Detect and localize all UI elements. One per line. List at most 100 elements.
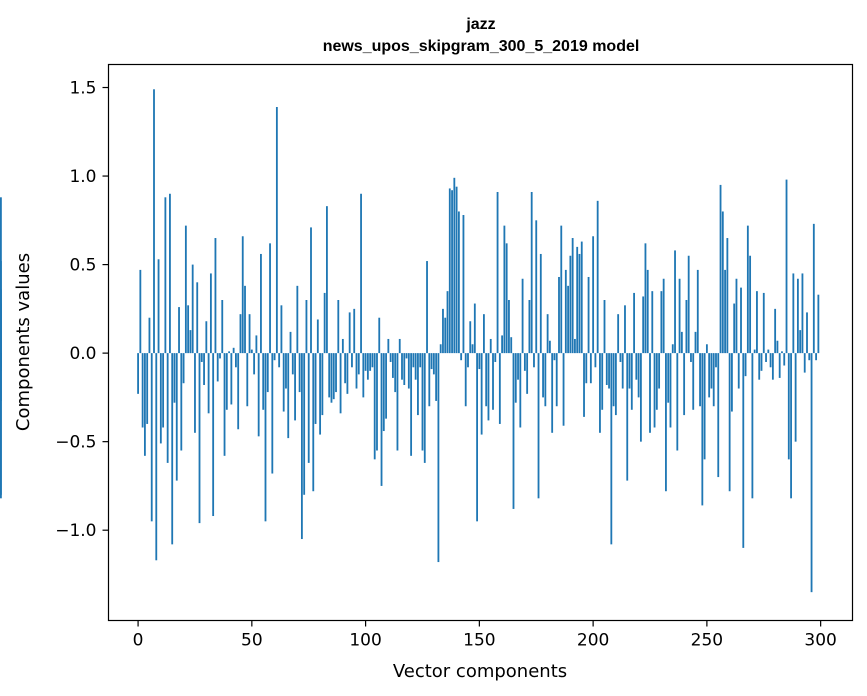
- y-axis-label: Components values: [13, 253, 34, 431]
- bar-280: [774, 308, 777, 354]
- bar-242: [687, 255, 690, 354]
- bar-40: [228, 351, 230, 354]
- bar-35: [216, 353, 219, 382]
- bar-58: [269, 243, 271, 354]
- bar-152: [483, 314, 485, 354]
- bar-137: [448, 188, 451, 354]
- bar-101: [366, 353, 369, 380]
- bar-113: [394, 353, 397, 393]
- bar-124: [419, 353, 422, 368]
- bar-42: [232, 347, 235, 354]
- bar-73: [303, 353, 306, 495]
- bar-132: [437, 353, 440, 563]
- bar-199: [589, 353, 592, 384]
- bar-7: [153, 89, 155, 354]
- bar-86: [332, 353, 335, 400]
- x-tick-label: 300: [804, 631, 836, 651]
- bar-59: [271, 353, 274, 474]
- bar-208: [610, 353, 613, 545]
- bar-79: [316, 319, 319, 354]
- bar-129: [430, 353, 433, 370]
- bar-81: [321, 353, 324, 416]
- bar-77: [312, 353, 315, 492]
- bar-287: [790, 353, 792, 499]
- bar-295: [808, 353, 811, 361]
- bar-16: [173, 353, 176, 403]
- bar-269: [749, 255, 752, 354]
- bar-146: [469, 321, 472, 354]
- bar-140: [455, 186, 458, 354]
- bar-163: [508, 300, 510, 354]
- bar-63: [280, 305, 283, 354]
- bar-219: [635, 353, 638, 380]
- bar-1: [139, 269, 142, 354]
- bar-164: [510, 337, 513, 354]
- bar-34: [214, 238, 217, 354]
- bar-190: [569, 255, 572, 354]
- y-tick-label: 0.0: [69, 344, 96, 364]
- bar-8: [155, 353, 158, 561]
- bar-187: [562, 353, 565, 426]
- bar-156: [492, 353, 494, 410]
- bar-109: [385, 353, 387, 419]
- bar-139: [453, 177, 456, 354]
- bar-251: [708, 353, 711, 398]
- bar-215: [626, 353, 629, 481]
- bar-279: [771, 353, 774, 380]
- bar-128: [428, 353, 431, 407]
- bar-82: [323, 292, 326, 354]
- bar-234: [669, 353, 672, 428]
- bar-37: [221, 300, 224, 354]
- bar-256: [719, 184, 722, 354]
- bar-177: [539, 253, 542, 354]
- bar-210: [614, 353, 617, 416]
- bar-43: [235, 353, 237, 368]
- bar-118: [405, 353, 408, 359]
- bar-19: [180, 353, 183, 451]
- bar-237: [676, 353, 679, 451]
- bar-296: [810, 353, 813, 593]
- bar-51: [253, 353, 256, 375]
- bar-41: [230, 353, 233, 405]
- bar-259: [726, 238, 729, 354]
- bar-200: [592, 236, 595, 354]
- bar-275: [762, 292, 765, 354]
- bar-222: [642, 296, 645, 354]
- bar-161: [503, 225, 506, 354]
- bar-179: [544, 353, 547, 407]
- bar-270: [751, 353, 754, 499]
- bar-72: [300, 353, 303, 540]
- bar-75: [307, 353, 310, 463]
- bar-74: [305, 300, 308, 354]
- x-tick-label: 0: [133, 631, 144, 651]
- bar-117: [403, 353, 406, 385]
- bar-44: [237, 353, 240, 430]
- bar-158: [496, 191, 499, 354]
- bar-12: [164, 197, 167, 354]
- bar-87: [335, 353, 337, 393]
- bar-238: [678, 278, 681, 354]
- bar-232: [665, 353, 667, 492]
- bar-226: [651, 291, 654, 354]
- bar-173: [530, 191, 533, 354]
- bar-285: [785, 179, 788, 354]
- x-axis-label: Vector components: [393, 661, 567, 682]
- bar-145: [467, 353, 469, 368]
- bar-265: [740, 287, 742, 354]
- bar-271: [753, 349, 756, 354]
- bar-217: [630, 353, 633, 410]
- bar-171: [526, 353, 529, 394]
- bar-266: [742, 353, 745, 548]
- bar-189: [567, 285, 570, 354]
- bar-122: [414, 353, 417, 380]
- bar-22: [187, 305, 190, 354]
- bar-178: [542, 353, 544, 398]
- bar-214: [624, 305, 626, 354]
- bar-94: [351, 353, 353, 368]
- bar-88: [337, 300, 340, 354]
- bar-100: [364, 353, 367, 371]
- bar-213: [621, 353, 624, 389]
- bar-142: [460, 353, 463, 361]
- bar-90: [341, 338, 344, 354]
- bar-120: [410, 353, 413, 456]
